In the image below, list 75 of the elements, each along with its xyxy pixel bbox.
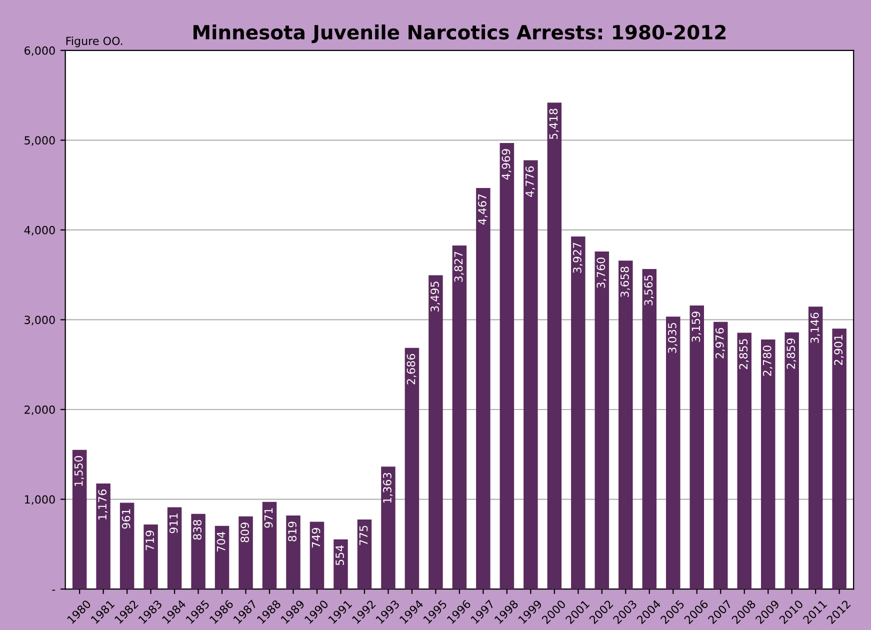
data-label: 3,035 [668, 322, 678, 353]
data-label: 3,927 [572, 242, 583, 273]
bar [808, 306, 823, 590]
bar [571, 236, 586, 590]
bar [666, 316, 680, 590]
chart-title: Minnesota Juvenile Narcotics Arrests: 1980-2012 [194, 24, 726, 44]
bar [381, 466, 396, 590]
bar [214, 526, 230, 590]
data-label: 3,159 [692, 312, 702, 342]
bar [618, 260, 633, 590]
data-label: 3,827 [454, 252, 464, 282]
data-label: 911 [169, 514, 178, 534]
data-label: 704 [216, 532, 226, 552]
data-label: 719 [146, 530, 154, 550]
bar [334, 539, 348, 590]
bar [144, 524, 158, 590]
y-tick-label: 2,000 [24, 405, 55, 416]
data-label: 4,969 [502, 149, 512, 180]
bar [452, 245, 467, 590]
bar [714, 322, 728, 590]
data-label: 971 [264, 508, 273, 528]
y-tick-label: 1,000 [25, 495, 55, 505]
data-label: 2,976 [715, 328, 725, 358]
y-tick-label: 3,000 [24, 316, 55, 326]
y-tick-label: 4,000 [24, 226, 55, 236]
data-label: 4,467 [478, 194, 488, 225]
bar [191, 514, 206, 590]
bar [120, 502, 134, 590]
bar [784, 332, 799, 590]
bar [476, 188, 490, 590]
data-label: 4,776 [526, 166, 536, 197]
bar [404, 348, 420, 590]
data-label: 554 [336, 545, 344, 566]
bar [428, 275, 443, 590]
bar [690, 305, 704, 590]
data-label: 819 [288, 522, 296, 542]
data-label: 1,550 [74, 456, 84, 486]
data-label: 2,901 [834, 335, 844, 365]
data-label: 2,859 [786, 338, 796, 369]
data-label: 3,495 [430, 282, 440, 312]
bar [262, 502, 277, 590]
data-label: 809 [240, 522, 249, 542]
data-label: 749 [312, 528, 320, 548]
data-label: 1,363 [383, 472, 393, 503]
bar [357, 519, 372, 590]
bar [524, 160, 538, 590]
text: Figure OO. [66, 36, 122, 48]
bar [96, 483, 110, 590]
y-tick-label: 6,000 [24, 46, 55, 56]
data-label: 1,176 [98, 490, 108, 520]
bar [737, 332, 752, 590]
data-label: 775 [359, 526, 368, 546]
data-label: 5,418 [549, 108, 559, 139]
data-label: 3,760 [596, 258, 606, 288]
bar [832, 328, 846, 590]
data-label: 2,780 [762, 346, 772, 376]
bar [760, 339, 776, 590]
data-label: 3,565 [644, 275, 654, 306]
y-tick-label: - [52, 590, 56, 591]
bar [310, 522, 324, 590]
bar [72, 450, 87, 590]
bar [547, 102, 562, 590]
bar [594, 251, 610, 590]
bar [238, 516, 253, 590]
data-label: 961 [122, 509, 130, 529]
data-label: 3,658 [620, 266, 630, 297]
bar [500, 142, 514, 590]
data-label: 838 [193, 520, 202, 540]
bar [167, 507, 182, 590]
data-label: 3,146 [810, 312, 820, 343]
y-tick-label: 5,000 [24, 136, 55, 146]
bar [642, 269, 657, 590]
data-label: 2,855 [739, 339, 749, 370]
bar [286, 516, 300, 590]
data-label: 2,686 [406, 354, 416, 384]
